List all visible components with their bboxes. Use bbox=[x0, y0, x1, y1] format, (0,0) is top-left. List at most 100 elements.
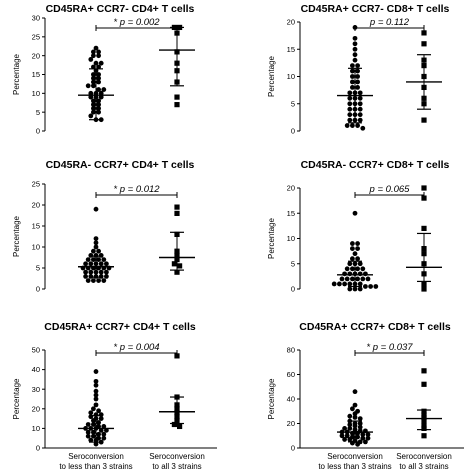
data-point bbox=[91, 248, 96, 254]
data-point bbox=[357, 286, 363, 292]
data-point bbox=[363, 284, 368, 289]
data-point bbox=[91, 106, 96, 111]
y-tick-label: 10 bbox=[32, 89, 40, 98]
data-point bbox=[347, 261, 353, 267]
data-point bbox=[331, 281, 337, 287]
data-point bbox=[98, 412, 104, 418]
data-point bbox=[96, 87, 101, 92]
y-tick-label: 10 bbox=[32, 243, 40, 252]
data-point bbox=[347, 106, 353, 112]
p-value-label: p = 0.112 bbox=[369, 17, 410, 28]
data-point bbox=[365, 435, 371, 441]
data-point bbox=[93, 388, 99, 394]
y-tick-label: 20 bbox=[287, 18, 295, 27]
data-point bbox=[98, 60, 104, 66]
y-tick-label: 20 bbox=[287, 184, 295, 193]
data-point bbox=[350, 74, 355, 79]
data-point bbox=[96, 75, 101, 81]
data-point bbox=[91, 75, 96, 81]
data-point bbox=[357, 416, 363, 421]
data-point bbox=[174, 353, 180, 359]
data-point bbox=[365, 276, 371, 282]
data-point bbox=[360, 432, 366, 437]
data-point bbox=[93, 60, 99, 66]
panel-6: CD45RA+ CCR7+ CD8+ T cells 0 20 40 60 80 Perce… bbox=[267, 321, 464, 471]
y-tick-label: 30 bbox=[32, 14, 40, 23]
data-point bbox=[91, 79, 96, 85]
data-point bbox=[93, 396, 99, 402]
data-point bbox=[357, 101, 363, 107]
data-point bbox=[98, 253, 104, 258]
data-point bbox=[96, 102, 101, 108]
data-point bbox=[96, 109, 101, 115]
data-point bbox=[104, 427, 109, 433]
data-point bbox=[85, 429, 91, 435]
y-tick-label: 20 bbox=[32, 51, 40, 60]
y-tick-label: 60 bbox=[287, 370, 295, 379]
data-point bbox=[350, 63, 355, 68]
data-point bbox=[350, 406, 355, 412]
data-point bbox=[91, 278, 96, 283]
y-tick-label: 20 bbox=[32, 404, 40, 413]
p-value-label: * p = 0.002 bbox=[113, 17, 160, 28]
data-point bbox=[104, 274, 109, 279]
y-tick-label: 15 bbox=[287, 45, 295, 54]
data-point bbox=[171, 421, 177, 428]
data-point bbox=[174, 204, 180, 210]
data-point bbox=[93, 369, 99, 374]
data-point bbox=[171, 261, 177, 267]
data-point bbox=[85, 433, 91, 439]
chart-title: CD45RA+ CCR7- CD4+ T cells bbox=[46, 3, 195, 15]
data-point bbox=[88, 269, 94, 275]
data-point bbox=[355, 79, 360, 85]
data-point bbox=[352, 25, 358, 30]
data-point bbox=[347, 117, 353, 123]
data-point bbox=[98, 269, 104, 275]
data-point bbox=[355, 63, 360, 68]
data-point bbox=[85, 422, 91, 427]
data-point bbox=[357, 421, 363, 426]
data-point bbox=[350, 266, 355, 272]
data-point bbox=[421, 117, 427, 123]
data-point bbox=[101, 87, 107, 92]
data-point bbox=[91, 406, 96, 412]
y-axis-label: Percentage bbox=[12, 53, 21, 94]
data-point bbox=[350, 241, 355, 246]
data-point bbox=[347, 426, 353, 431]
data-point bbox=[347, 422, 353, 428]
x-category-label: Seroconversion to less than 3 strains bbox=[59, 452, 132, 471]
data-point bbox=[91, 83, 96, 89]
data-point bbox=[347, 286, 353, 292]
data-point bbox=[350, 256, 355, 262]
data-point bbox=[355, 256, 360, 262]
y-tick-label: 50 bbox=[32, 346, 40, 355]
data-point bbox=[352, 46, 358, 52]
data-point bbox=[91, 102, 96, 108]
data-point bbox=[83, 274, 88, 279]
data-point bbox=[355, 434, 360, 440]
data-point bbox=[93, 382, 99, 388]
data-point bbox=[352, 41, 358, 47]
data-point bbox=[352, 414, 358, 420]
data-point bbox=[360, 125, 366, 131]
data-point bbox=[342, 437, 347, 442]
panel-1: CD45RA+ CCR7- CD4+ T cells 0 5 10 15 20 25 30 Pe… bbox=[12, 3, 195, 136]
data-point bbox=[93, 236, 99, 242]
data-point bbox=[355, 266, 360, 272]
data-point bbox=[352, 52, 358, 58]
data-point bbox=[98, 416, 104, 421]
data-point bbox=[177, 263, 183, 269]
data-point bbox=[357, 90, 363, 96]
data-point bbox=[91, 422, 96, 427]
data-point bbox=[174, 210, 180, 216]
data-point bbox=[93, 244, 99, 250]
data-point bbox=[421, 185, 427, 191]
data-point bbox=[96, 431, 101, 437]
data-point bbox=[357, 281, 363, 287]
chart-title: CD45RA+ CCR7+ CD4+ T cells bbox=[44, 321, 196, 333]
data-point bbox=[357, 95, 363, 101]
data-point bbox=[96, 64, 101, 70]
data-point bbox=[93, 240, 99, 246]
data-point bbox=[101, 431, 107, 437]
